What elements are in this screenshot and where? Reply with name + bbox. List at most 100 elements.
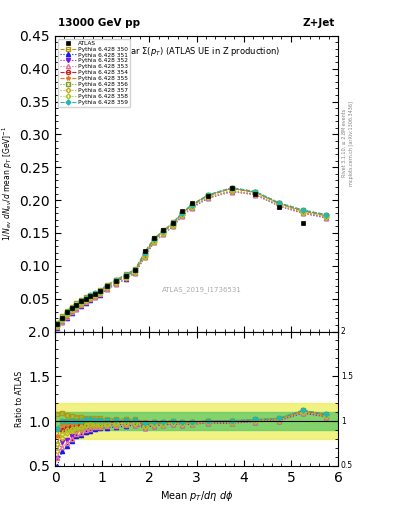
Pythia 6.428 355 <box>93 291 97 297</box>
Pythia 6.428 356 <box>171 220 175 226</box>
Pythia 6.428 353 <box>133 270 138 276</box>
Pythia 6.428 350 <box>253 189 258 195</box>
Line: Pythia 6.428 355: Pythia 6.428 355 <box>55 186 328 327</box>
Line: ATLAS: ATLAS <box>55 186 305 326</box>
Y-axis label: Ratio to ATLAS: Ratio to ATLAS <box>15 371 24 427</box>
Pythia 6.428 350 <box>300 208 305 215</box>
Pythia 6.428 358 <box>142 253 147 259</box>
Pythia 6.428 359 <box>133 267 138 273</box>
Pythia 6.428 352 <box>93 293 97 299</box>
Pythia 6.428 356 <box>69 305 74 311</box>
Pythia 6.428 350 <box>133 266 138 272</box>
Text: ATLAS_2019_I1736531: ATLAS_2019_I1736531 <box>162 287 242 293</box>
Pythia 6.428 350 <box>97 287 102 293</box>
Pythia 6.428 352 <box>69 309 74 315</box>
Pythia 6.428 351 <box>55 325 60 331</box>
Text: 13000 GeV pp: 13000 GeV pp <box>58 18 140 29</box>
Pythia 6.428 355 <box>55 322 60 328</box>
Pythia 6.428 357 <box>74 304 79 310</box>
Pythia 6.428 350 <box>64 308 69 314</box>
Pythia 6.428 356 <box>142 250 147 257</box>
Pythia 6.428 354 <box>60 316 64 322</box>
ATLAS <box>60 315 64 321</box>
Pythia 6.428 351 <box>277 203 281 209</box>
Pythia 6.428 354 <box>300 207 305 214</box>
Pythia 6.428 351 <box>230 188 234 195</box>
Pythia 6.428 352 <box>79 302 83 308</box>
Pythia 6.428 357 <box>253 191 258 197</box>
Pythia 6.428 356 <box>93 291 97 297</box>
Pythia 6.428 355 <box>152 237 156 243</box>
Pythia 6.428 358 <box>93 292 97 298</box>
Text: Scalar $\Sigma(p_T)$ (ATLAS UE in Z production): Scalar $\Sigma(p_T)$ (ATLAS UE in Z prod… <box>113 45 280 58</box>
Pythia 6.428 358 <box>83 297 88 303</box>
Pythia 6.428 356 <box>105 283 109 289</box>
Pythia 6.428 359 <box>152 236 156 242</box>
Pythia 6.428 355 <box>123 272 128 279</box>
ATLAS <box>206 193 211 199</box>
Pythia 6.428 358 <box>171 222 175 228</box>
ATLAS <box>171 220 175 226</box>
Pythia 6.428 356 <box>123 272 128 278</box>
Pythia 6.428 359 <box>189 202 194 208</box>
Pythia 6.428 359 <box>230 184 234 190</box>
Pythia 6.428 358 <box>97 290 102 296</box>
Pythia 6.428 352 <box>133 269 138 275</box>
ATLAS <box>189 200 194 206</box>
Pythia 6.428 357 <box>64 312 69 318</box>
Pythia 6.428 357 <box>105 285 109 291</box>
Pythia 6.428 359 <box>161 228 166 234</box>
Pythia 6.428 356 <box>83 295 88 302</box>
Pythia 6.428 357 <box>189 204 194 210</box>
Pythia 6.428 350 <box>93 290 97 296</box>
Pythia 6.428 355 <box>133 267 138 273</box>
Pythia 6.428 353 <box>253 192 258 198</box>
Pythia 6.428 353 <box>180 213 185 219</box>
Pythia 6.428 353 <box>69 309 74 315</box>
Pythia 6.428 350 <box>114 276 119 283</box>
Pythia 6.428 353 <box>55 324 60 330</box>
Pythia 6.428 356 <box>180 209 185 216</box>
Pythia 6.428 351 <box>152 239 156 245</box>
Pythia 6.428 358 <box>206 194 211 200</box>
Pythia 6.428 353 <box>300 210 305 217</box>
Pythia 6.428 352 <box>277 202 281 208</box>
Pythia 6.428 355 <box>60 315 64 322</box>
ATLAS <box>253 191 258 197</box>
Pythia 6.428 350 <box>123 271 128 278</box>
Pythia 6.428 354 <box>123 273 128 280</box>
Pythia 6.428 355 <box>189 202 194 208</box>
ATLAS <box>114 278 119 284</box>
Pythia 6.428 359 <box>105 283 109 289</box>
Pythia 6.428 353 <box>171 223 175 229</box>
Pythia 6.428 353 <box>161 231 166 238</box>
Pythia 6.428 358 <box>88 294 93 301</box>
Pythia 6.428 355 <box>277 200 281 206</box>
Pythia 6.428 358 <box>324 214 329 220</box>
Pythia 6.428 355 <box>142 251 147 257</box>
Text: Z+Jet: Z+Jet <box>303 18 335 29</box>
Pythia 6.428 359 <box>79 298 83 304</box>
Pythia 6.428 357 <box>55 323 60 329</box>
Pythia 6.428 358 <box>180 211 185 218</box>
Pythia 6.428 358 <box>55 323 60 329</box>
Pythia 6.428 351 <box>300 210 305 217</box>
Pythia 6.428 355 <box>324 212 329 218</box>
Pythia 6.428 352 <box>114 280 119 286</box>
Pythia 6.428 359 <box>277 200 281 206</box>
Pythia 6.428 355 <box>171 221 175 227</box>
Pythia 6.428 358 <box>230 187 234 194</box>
Pythia 6.428 356 <box>97 288 102 294</box>
Pythia 6.428 359 <box>93 290 97 296</box>
Pythia 6.428 356 <box>277 200 281 206</box>
Pythia 6.428 359 <box>253 188 258 195</box>
Pythia 6.428 355 <box>206 193 211 199</box>
Pythia 6.428 355 <box>105 283 109 289</box>
Line: Pythia 6.428 352: Pythia 6.428 352 <box>55 189 328 329</box>
ATLAS <box>93 291 97 297</box>
Pythia 6.428 355 <box>79 299 83 305</box>
Pythia 6.428 354 <box>97 289 102 295</box>
Pythia 6.428 356 <box>300 207 305 213</box>
Pythia 6.428 352 <box>97 290 102 296</box>
Pythia 6.428 354 <box>133 268 138 274</box>
